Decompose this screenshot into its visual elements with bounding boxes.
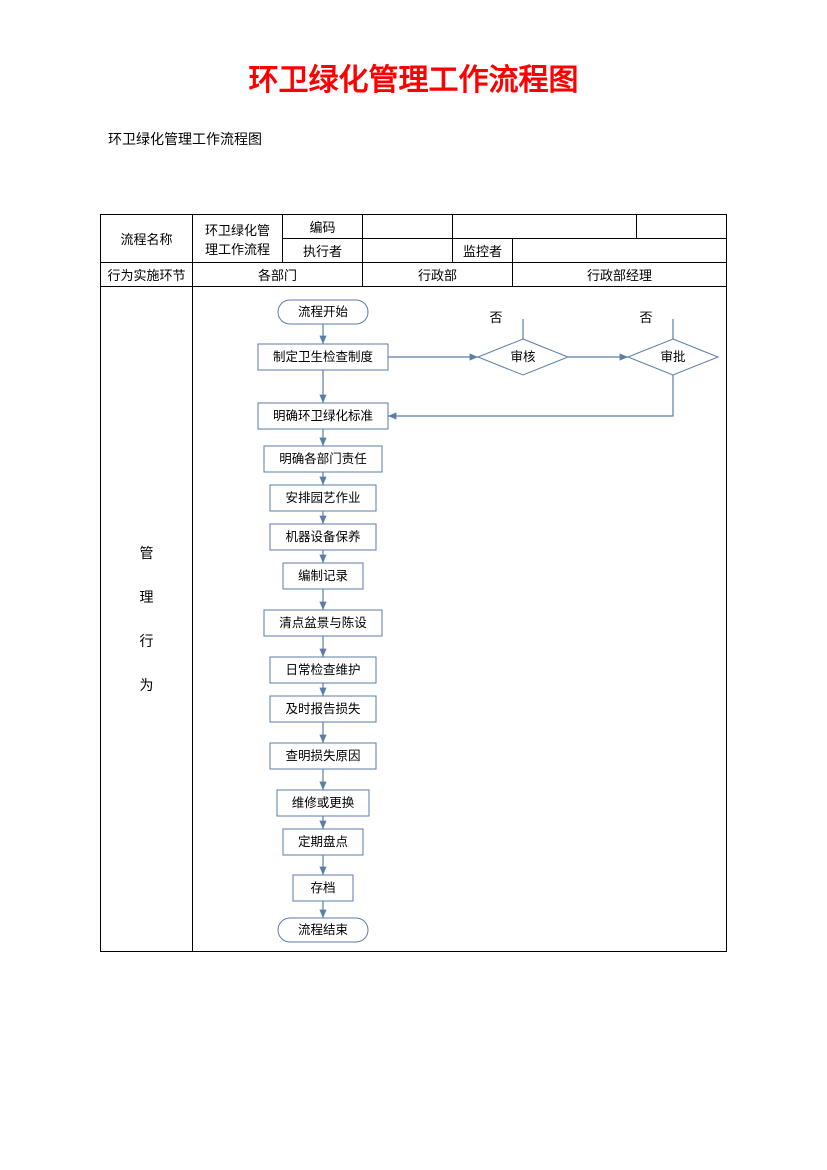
node-n6: 编制记录 [283,563,363,589]
document-page: 环卫绿化管理工作流程图 环卫绿化管理工作流程图 流程名称 环卫绿化管理工作流程 … [0,0,827,992]
cell-code-value [363,215,453,239]
side-char-4: 为 [140,675,154,695]
node-n4: 安排园艺作业 [270,485,376,511]
cell-code-label: 编码 [283,215,363,239]
cell-executor-label: 执行者 [283,239,363,263]
header-table: 流程名称 环卫绿化管理工作流程 编码 执行者 监控者 行为实施环节 各部门 行政… [100,214,727,287]
svg-text:安排园艺作业: 安排园艺作业 [285,490,360,505]
node-n1: 制定卫生检查制度 [258,344,388,370]
svg-text:维修或更换: 维修或更换 [292,795,355,810]
svg-text:编制记录: 编制记录 [298,568,348,583]
label-no-2: 否 [639,310,652,325]
cell-executor-value [363,239,453,263]
cell-phase-label: 行为实施环节 [101,263,193,287]
node-n7: 清点盆景与陈设 [264,610,382,636]
side-label: 管 理 行 为 [101,287,193,951]
cell-col-admin: 行政部 [363,263,513,287]
cell-process-name-label: 流程名称 [101,215,193,263]
svg-text:查明损失原因: 查明损失原因 [285,748,360,763]
node-end: 流程结束 [278,918,368,942]
node-start: 流程开始 [278,300,368,324]
cell-empty1 [453,215,637,239]
node-n13: 存档 [293,875,353,901]
svg-text:审核: 审核 [510,349,536,364]
svg-text:定期盘点: 定期盘点 [298,834,348,849]
node-n5: 机器设备保养 [270,524,376,550]
svg-text:审批: 审批 [660,349,685,364]
svg-text:流程结束: 流程结束 [298,922,349,937]
side-char-2: 理 [140,587,154,607]
node-d2: 审批 [628,339,718,375]
node-d1: 审核 [478,339,568,375]
node-n8: 日常检查维护 [270,657,376,683]
flowchart-svg: 否 否 流程开始制定卫生检查制度 审核 审批明确环卫绿化标准明确各部门责任安排园艺作业机… [193,287,726,951]
svg-text:存档: 存档 [310,881,335,895]
cell-empty2 [637,215,727,239]
svg-text:及时报告损失: 及时报告损失 [285,701,361,716]
node-n11: 维修或更换 [277,790,369,816]
page-subtitle: 环卫绿化管理工作流程图 [108,129,727,149]
node-n2: 明确环卫绿化标准 [258,403,388,429]
node-n12: 定期盘点 [283,829,363,855]
cell-process-name: 环卫绿化管理工作流程 [193,215,283,263]
cell-col-dept: 各部门 [193,263,363,287]
svg-text:机器设备保养: 机器设备保养 [285,529,360,544]
svg-text:制定卫生检查制度: 制定卫生检查制度 [273,349,374,364]
page-title: 环卫绿化管理工作流程图 [100,55,727,99]
svg-text:日常检查维护: 日常检查维护 [285,662,360,677]
svg-text:流程开始: 流程开始 [298,304,349,319]
cell-monitor-value [513,239,727,263]
cell-monitor-label: 监控者 [453,239,513,263]
cell-col-manager: 行政部经理 [513,263,727,287]
node-n10: 查明损失原因 [270,743,376,769]
side-char-3: 行 [140,631,154,651]
svg-text:清点盆景与陈设: 清点盆景与陈设 [279,615,367,630]
side-char-1: 管 [140,543,154,563]
node-n3: 明确各部门责任 [264,446,382,472]
svg-text:明确各部门责任: 明确各部门责任 [279,451,367,466]
svg-text:明确环卫绿化标准: 明确环卫绿化标准 [273,408,373,423]
flowchart-area: 管 理 行 为 否 否 流程开始制定卫生检查制度 审核 审批明确环卫绿化标准明确各部门责… [100,287,727,952]
node-n9: 及时报告损失 [270,696,376,722]
label-no-1: 否 [489,310,502,325]
